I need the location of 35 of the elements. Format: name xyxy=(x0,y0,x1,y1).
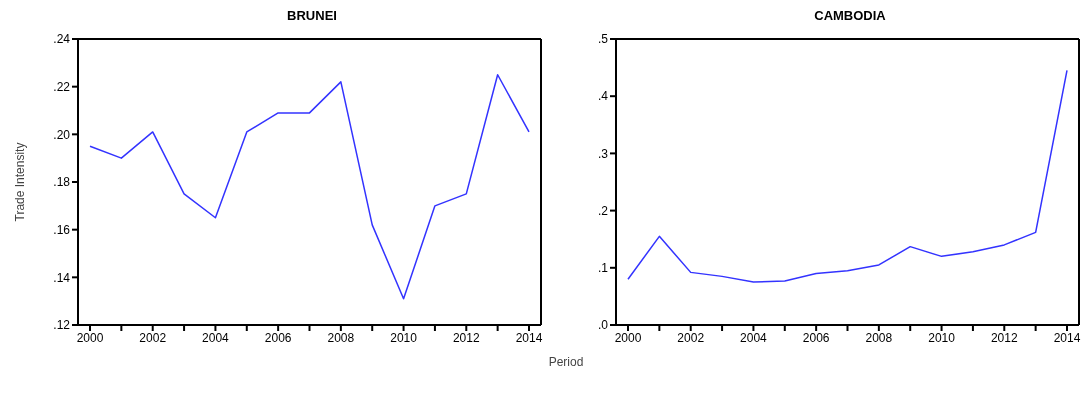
x-tick-label: 2002 xyxy=(677,330,705,345)
x-tick-label: 2000 xyxy=(614,330,642,345)
x-tick-label: 2012 xyxy=(990,330,1018,345)
y-tick-label: .1 xyxy=(597,261,609,276)
line-series xyxy=(89,74,530,300)
x-tick-label: 2014 xyxy=(515,330,543,345)
y-tick-label: .22 xyxy=(53,79,71,94)
x-tick-label: 2004 xyxy=(202,330,230,345)
y-tick-label: .5 xyxy=(597,32,609,47)
x-axis-title: Period xyxy=(547,355,585,369)
y-tick-label: .24 xyxy=(53,32,71,47)
chart-title: CAMBODIA xyxy=(813,8,887,25)
y-tick-label: .4 xyxy=(597,89,609,104)
x-tick-label: 2008 xyxy=(865,330,893,345)
x-tick-label: 2012 xyxy=(452,330,480,345)
x-tick-label: 2006 xyxy=(802,330,830,345)
x-tick-label: 2006 xyxy=(264,330,292,345)
y-tick-label: .0 xyxy=(597,318,609,333)
y-tick-label: .16 xyxy=(53,222,71,237)
x-tick-label: 2004 xyxy=(740,330,768,345)
y-tick-label: .2 xyxy=(597,203,609,218)
line-series xyxy=(627,69,1068,283)
x-tick-label: 2000 xyxy=(76,330,104,345)
y-tick-label: .18 xyxy=(53,175,71,190)
y-tick-label: .12 xyxy=(53,318,71,333)
x-tick-label: 2010 xyxy=(390,330,418,345)
y-axis-title: Trade Intensity xyxy=(13,142,28,222)
x-tick-label: 2002 xyxy=(139,330,167,345)
chart-title: BRUNEI xyxy=(286,8,338,25)
y-tick-label: .14 xyxy=(53,270,71,285)
x-tick-label: 2014 xyxy=(1053,330,1081,345)
y-tick-label: .20 xyxy=(53,127,71,142)
x-tick-label: 2010 xyxy=(928,330,956,345)
y-tick-label: .3 xyxy=(597,146,609,161)
x-tick-label: 2008 xyxy=(327,330,355,345)
